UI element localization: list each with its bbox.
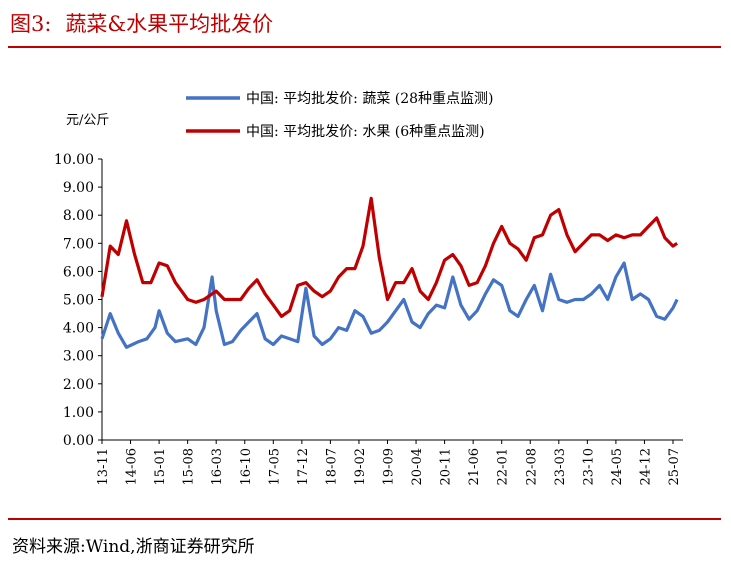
y-tick-label: 3.00 xyxy=(63,349,94,365)
x-tick-label: 23-03 xyxy=(553,448,568,485)
chart-series xyxy=(100,196,679,349)
y-tick-label: 2.00 xyxy=(63,377,94,393)
y-tick-label: 4.00 xyxy=(63,321,94,337)
x-tick-label: 25-07 xyxy=(667,448,682,485)
y-axis-unit-label: 元/公斤 xyxy=(66,113,109,128)
y-tick-label: 7.00 xyxy=(63,236,94,252)
y-tick-label: 8.00 xyxy=(63,208,94,224)
y-tick-label: 10.00 xyxy=(54,152,94,168)
y-tick-label: 5.00 xyxy=(63,293,94,309)
x-tick-label: 20-04 xyxy=(410,448,425,485)
chart-axes: 0.00 1.00 2.00 3.00 4.00 5.00 6.00 7.00 8.00 9.00… xyxy=(54,152,683,485)
vegetable-price-line xyxy=(100,261,679,349)
x-tick-label: 17-05 xyxy=(267,448,282,485)
figure-title: 图3: 蔬菜&水果平均批发价 xyxy=(10,8,273,38)
x-tick-label: 16-10 xyxy=(239,448,254,485)
x-tick-label: 17-12 xyxy=(296,448,311,485)
x-tick-label: 24-05 xyxy=(610,448,625,485)
x-tick-label: 19-09 xyxy=(382,448,397,485)
y-tick-label: 0.00 xyxy=(63,433,94,449)
x-tick-label: 22-01 xyxy=(496,448,511,485)
title-divider xyxy=(8,46,721,48)
figure-title-label: 图3: xyxy=(10,12,52,36)
x-tick-label: 15-08 xyxy=(182,448,197,485)
fruit-price-line xyxy=(100,196,679,318)
y-tick-label: 9.00 xyxy=(63,180,94,196)
x-tick-label: 23-10 xyxy=(581,448,596,485)
legend-label-fruit: 中国: 平均批发价: 水果 (6种重点监测) xyxy=(246,124,485,140)
y-tick-label: 1.00 xyxy=(63,405,94,421)
x-tick-label: 20-11 xyxy=(439,448,454,485)
x-tick-label: 24-12 xyxy=(638,448,653,485)
chart-legend: 中国: 平均批发价: 蔬菜 (28种重点监测) 中国: 平均批发价: 水果 (6种… xyxy=(186,91,494,140)
x-tick-label: 18-07 xyxy=(324,448,339,485)
x-tick-label: 19-02 xyxy=(353,448,368,485)
source-note: 资料来源:Wind,浙商证券研究所 xyxy=(12,537,255,557)
x-tick-label: 13-11 xyxy=(96,448,111,485)
x-tick-label: 14-06 xyxy=(125,448,140,485)
source-divider xyxy=(8,518,721,520)
figure-title-text: 蔬菜&水果平均批发价 xyxy=(65,12,274,36)
x-tick-label: 15-01 xyxy=(153,448,168,485)
x-tick-label: 22-08 xyxy=(524,448,539,485)
x-tick-label: 16-03 xyxy=(210,448,225,485)
y-tick-label: 6.00 xyxy=(63,264,94,280)
legend-label-vegetable: 中国: 平均批发价: 蔬菜 (28种重点监测) xyxy=(246,91,494,107)
x-tick-label: 21-06 xyxy=(467,448,482,485)
